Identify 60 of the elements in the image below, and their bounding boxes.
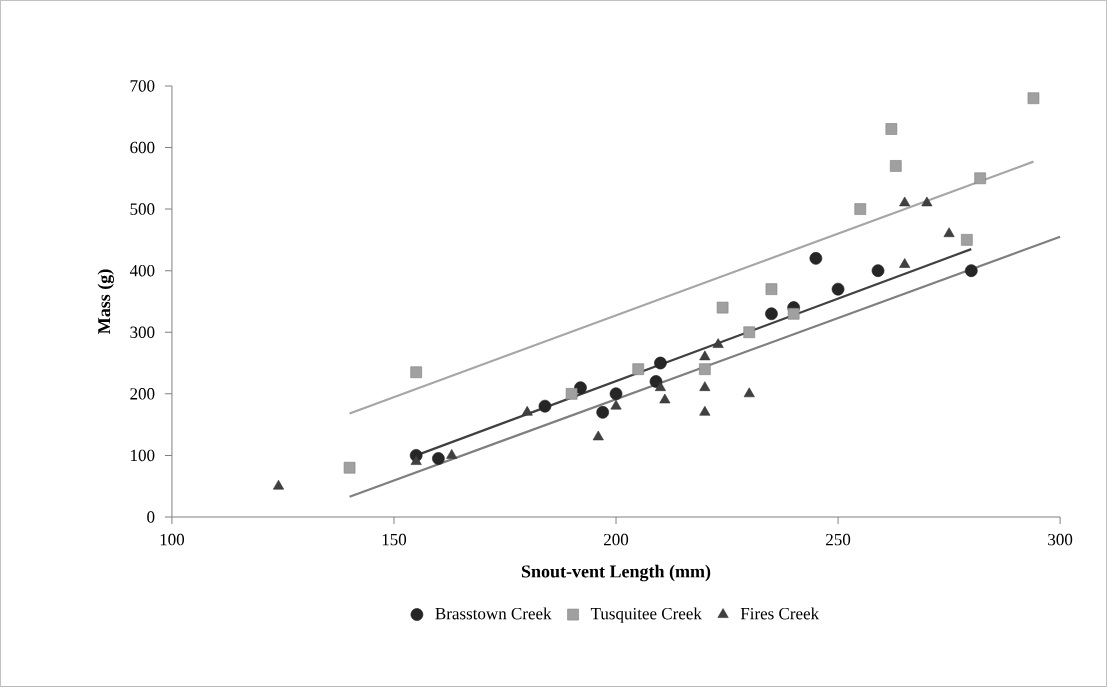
point — [765, 283, 778, 295]
point — [521, 406, 533, 416]
y-tick-label: 700 — [130, 80, 155, 92]
point — [565, 388, 578, 400]
point — [712, 338, 724, 348]
point — [831, 282, 845, 296]
point — [743, 326, 756, 339]
point — [632, 363, 645, 376]
point — [964, 264, 978, 277]
point — [654, 356, 667, 370]
y-tick-label: 600 — [130, 141, 155, 154]
point — [899, 196, 911, 207]
legend-label: Tusquitee Creek — [590, 607, 702, 623]
point — [899, 258, 911, 268]
point — [871, 264, 885, 277]
y-tick-label: 200 — [130, 388, 155, 400]
y-tick-label: 0 — [147, 511, 155, 523]
point — [699, 350, 711, 361]
point — [765, 307, 778, 321]
x-tick-label: 150 — [382, 533, 407, 546]
point — [716, 301, 729, 314]
point — [974, 172, 986, 185]
point — [809, 252, 823, 265]
point — [659, 393, 671, 404]
point — [610, 399, 622, 410]
point — [961, 234, 973, 246]
point — [787, 308, 800, 320]
point — [609, 387, 623, 401]
legend-label: Brasstown Creek — [435, 607, 552, 620]
point — [885, 123, 898, 135]
point — [921, 196, 933, 207]
y-tick-label: 500 — [130, 203, 155, 215]
y-tick-label: 400 — [129, 264, 155, 277]
x-tick-label: 300 — [1048, 533, 1073, 546]
y-tick-label: 100 — [131, 449, 155, 462]
point — [943, 227, 955, 238]
x-tick-label: 250 — [826, 533, 851, 546]
point — [592, 430, 604, 441]
x-tick-label: 100 — [160, 533, 185, 546]
point — [538, 399, 552, 413]
point — [654, 381, 666, 391]
point — [743, 387, 755, 398]
point — [699, 363, 711, 376]
point — [596, 406, 609, 419]
point — [1027, 92, 1040, 105]
x-axis-title: Snout-vent Length (mm) — [521, 564, 711, 582]
point — [854, 203, 867, 215]
y-axis-title: Mass (g) — [97, 269, 115, 334]
x-tick-label: 200 — [604, 533, 629, 546]
point — [432, 452, 445, 465]
point — [343, 461, 356, 474]
point — [699, 381, 711, 391]
legend-label: Fires Creek — [740, 607, 820, 620]
point — [410, 455, 422, 465]
point — [446, 449, 458, 459]
point — [889, 160, 902, 172]
y-tick-label: 300 — [130, 326, 155, 339]
point — [699, 406, 711, 416]
point — [273, 479, 285, 490]
point — [410, 366, 422, 379]
